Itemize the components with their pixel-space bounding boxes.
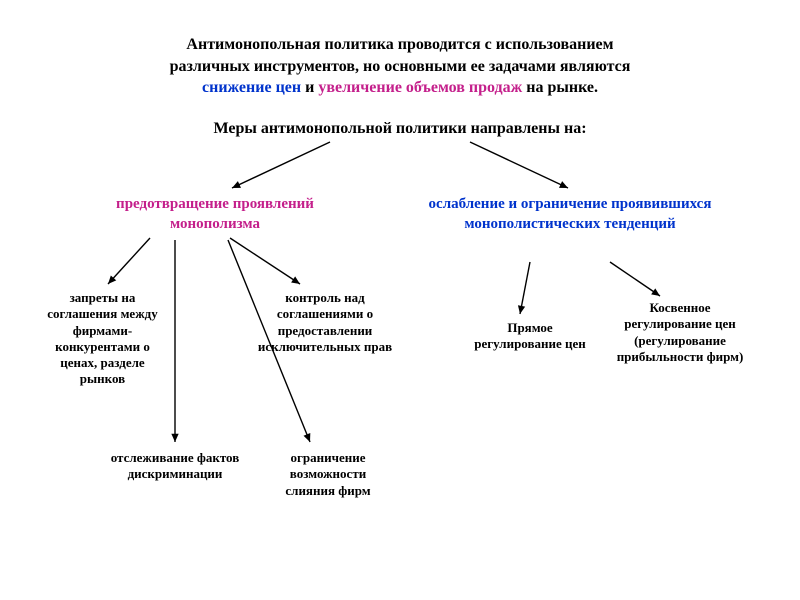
leaf-discrimination: отслеживание фактов дискриминации <box>90 450 260 483</box>
intro-pink: увеличение объемов продаж <box>318 79 522 96</box>
leaf-merger: ограничение возможности слияния фирм <box>268 450 388 499</box>
leaf-l1-text: запреты на соглашения между фирмами-конк… <box>47 290 157 386</box>
leaf-l3-text: контроль над соглашениями о предоставлен… <box>258 290 392 354</box>
branch-left: предотвращение проявлений монополизма <box>90 195 340 234</box>
intro-end: на рынке. <box>522 79 598 96</box>
branch-left-label: предотвращение проявлений монополизма <box>116 196 314 232</box>
leaf-bans: запреты на соглашения между фирмами-конк… <box>45 290 160 388</box>
intro-line2: различных инструментов, но основными ее … <box>170 58 631 75</box>
leaf-r1-text: Прямое регулирование цен <box>474 320 586 351</box>
leaf-direct: Прямое регулирование цен <box>470 320 590 353</box>
leaf-indirect: Косвенное регулирование цен (регулирован… <box>610 300 750 365</box>
intro-line1: Антимонопольная политика проводится с ис… <box>186 36 613 53</box>
intro-mid: и <box>301 79 318 96</box>
intro-text: Антимонопольная политика проводится с ис… <box>60 34 740 99</box>
branch-right: ослабление и ограничение проявившихся мо… <box>420 195 720 234</box>
intro-blue: снижение цен <box>202 79 301 96</box>
leaf-l4-text: ограничение возможности слияния фирм <box>285 450 370 498</box>
leaf-control: контроль над соглашениями о предоставлен… <box>255 290 395 355</box>
leaf-l2-text: отслеживание фактов дискриминации <box>111 450 240 481</box>
leaf-r2-text: Косвенное регулирование цен (регулирован… <box>617 300 744 364</box>
subtitle: Меры антимонопольной политики направлены… <box>60 120 740 138</box>
branch-right-label: ослабление и ограничение проявившихся мо… <box>429 196 712 232</box>
